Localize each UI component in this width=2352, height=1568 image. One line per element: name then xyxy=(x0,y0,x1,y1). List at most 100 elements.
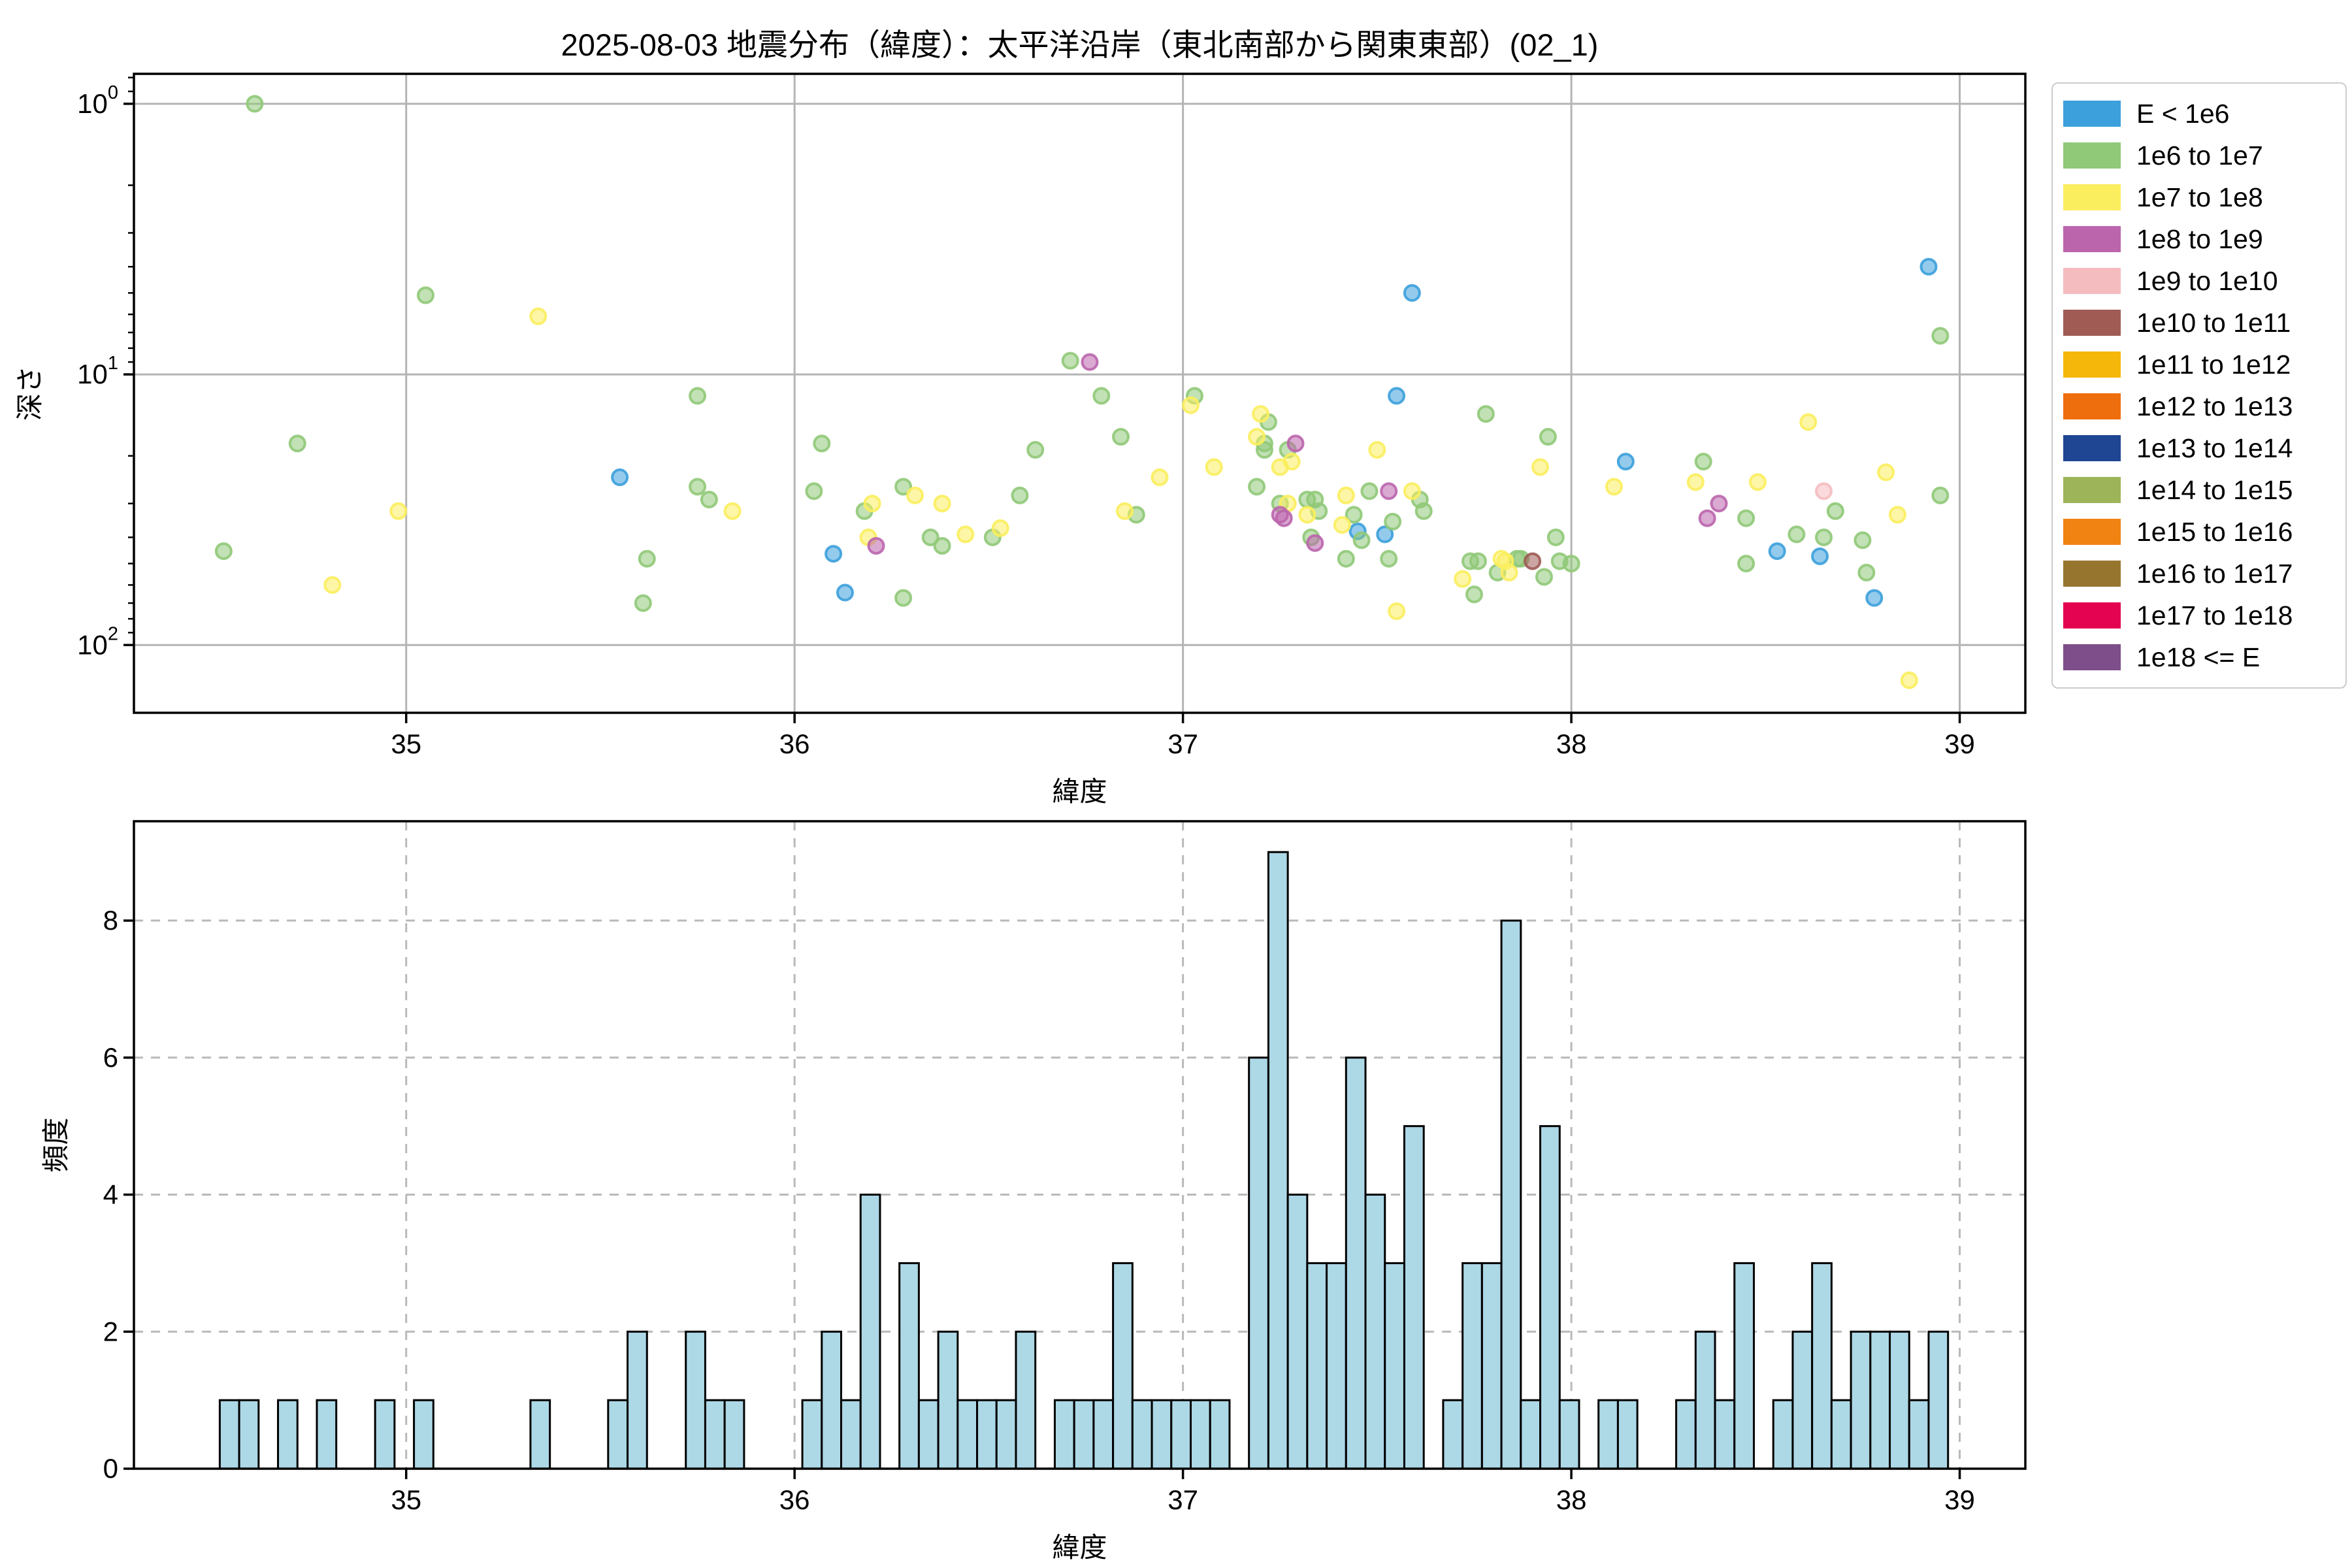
histogram-bar xyxy=(1384,1262,1405,1470)
histogram-bar xyxy=(1558,1399,1580,1470)
scatter-point xyxy=(933,495,951,513)
scatter-point xyxy=(1388,602,1406,621)
histogram-bar xyxy=(1345,1056,1367,1470)
histogram-bar xyxy=(685,1330,706,1470)
scatter-point xyxy=(1539,428,1557,446)
scatter-point xyxy=(894,589,913,607)
histogram-bar xyxy=(1190,1399,1211,1470)
histogram-bar xyxy=(801,1399,823,1470)
histogram-bar xyxy=(627,1330,648,1470)
scatter-x-tick-label: 35 xyxy=(391,728,421,759)
legend-label: 1e13 to 1e14 xyxy=(2136,433,2293,463)
legend-box: E < 1e6 1e6 to 1e7 1e7 to 1e8 1e8 to 1e9 1e9… xyxy=(2051,82,2347,689)
scatter-point xyxy=(1454,570,1472,588)
histogram-y-tick-label: 0 xyxy=(103,1453,118,1484)
histogram-bar xyxy=(1520,1399,1542,1470)
histogram-bar xyxy=(1733,1262,1755,1470)
scatter-y-tick-label: 100 xyxy=(77,82,118,119)
histogram-bar xyxy=(1267,851,1289,1470)
scatter-point xyxy=(1333,515,1351,534)
legend-item-3: 1e8 to 1e9 xyxy=(2063,218,2345,260)
histogram-bar xyxy=(704,1399,726,1470)
histogram-bar xyxy=(1869,1330,1891,1470)
legend-swatch-icon xyxy=(2063,519,2121,545)
scatter-point xyxy=(1151,468,1169,487)
scatter-point xyxy=(1694,453,1712,471)
legend-item-1: 1e6 to 1e7 xyxy=(2063,135,2345,176)
histogram-bar xyxy=(1151,1399,1173,1470)
scatter-point xyxy=(1248,428,1266,446)
legend-item-6: 1e11 to 1e12 xyxy=(2063,344,2345,385)
histogram-bar xyxy=(1714,1399,1736,1470)
histogram-bar xyxy=(898,1262,920,1470)
histogram-bar xyxy=(529,1399,551,1470)
scatter-point xyxy=(214,542,233,561)
histogram-bar xyxy=(1772,1399,1794,1470)
legend-swatch-icon xyxy=(2063,477,2121,503)
legend-label: 1e18 <= E xyxy=(2136,642,2261,672)
histogram-bar xyxy=(1053,1399,1075,1470)
scatter-point xyxy=(933,536,951,555)
scatter-point xyxy=(1469,552,1487,570)
scatter-point xyxy=(723,502,742,520)
histogram-bar xyxy=(1694,1330,1716,1470)
histogram-bar xyxy=(1248,1056,1269,1470)
scatter-y-tick-label: 101 xyxy=(77,353,118,389)
scatter-point xyxy=(1298,506,1316,524)
scatter-point xyxy=(529,307,547,325)
histogram-bar xyxy=(976,1399,998,1470)
scatter-point xyxy=(813,434,831,453)
scatter-y-tick-label: 102 xyxy=(77,623,118,660)
scatter-point xyxy=(1465,585,1483,604)
scatter-point xyxy=(1605,478,1623,496)
scatter-point xyxy=(1061,351,1079,370)
scatter-point xyxy=(1414,502,1433,520)
scatter-point xyxy=(1252,405,1270,423)
scatter-point xyxy=(1384,512,1402,531)
histogram-bar xyxy=(1326,1262,1347,1470)
scatter-point xyxy=(894,478,913,496)
histogram-bar xyxy=(1830,1399,1852,1470)
scatter-point xyxy=(1011,486,1029,504)
scatter-point xyxy=(1345,506,1363,524)
scatter-point xyxy=(323,576,342,594)
scatter-point xyxy=(825,545,843,563)
legend-label: 1e14 to 1e15 xyxy=(2136,474,2293,505)
histogram-bar xyxy=(1073,1399,1095,1470)
scatter-point xyxy=(836,583,854,602)
legend-swatch-icon xyxy=(2063,644,2121,670)
legend-swatch-icon xyxy=(2063,142,2121,169)
histogram-y-tick-label: 2 xyxy=(103,1316,118,1347)
scatter-point xyxy=(1865,589,1884,607)
histogram-bar xyxy=(1616,1399,1639,1470)
scatter-point xyxy=(1562,555,1580,573)
histogram-bar xyxy=(1927,1330,1950,1470)
legend-swatch-icon xyxy=(2063,435,2121,461)
legend-item-7: 1e12 to 1e13 xyxy=(2063,385,2345,427)
scatter-point xyxy=(1814,482,1833,500)
histogram-bar xyxy=(859,1194,881,1470)
scatter-x-tick-label: 39 xyxy=(1944,728,1975,759)
scatter-point xyxy=(638,549,656,568)
scatter-point xyxy=(1282,453,1301,471)
legend-label: 1e15 to 1e16 xyxy=(2136,516,2293,547)
legend-item-9: 1e14 to 1e15 xyxy=(2063,469,2345,511)
scatter-point xyxy=(1799,413,1818,431)
histogram-bar xyxy=(956,1399,979,1470)
scatter-point xyxy=(1788,525,1806,544)
scatter-point xyxy=(1931,486,1950,504)
scatter-point xyxy=(1710,495,1728,513)
scatter-point xyxy=(1857,563,1876,581)
scatter-point xyxy=(1531,458,1550,476)
histogram-bar xyxy=(277,1399,299,1470)
legend-label: 1e6 to 1e7 xyxy=(2136,140,2263,171)
histogram-bar xyxy=(1015,1330,1037,1470)
scatter-point xyxy=(1403,284,1421,302)
histogram-x-tick-label: 37 xyxy=(1168,1484,1198,1515)
scatter-ylabel: 深さ xyxy=(14,366,45,421)
legend-label: 1e12 to 1e13 xyxy=(2136,391,2293,421)
legend-label: 1e16 to 1e17 xyxy=(2136,558,2293,589)
histogram-ylabel: 頻度 xyxy=(41,1117,71,1172)
